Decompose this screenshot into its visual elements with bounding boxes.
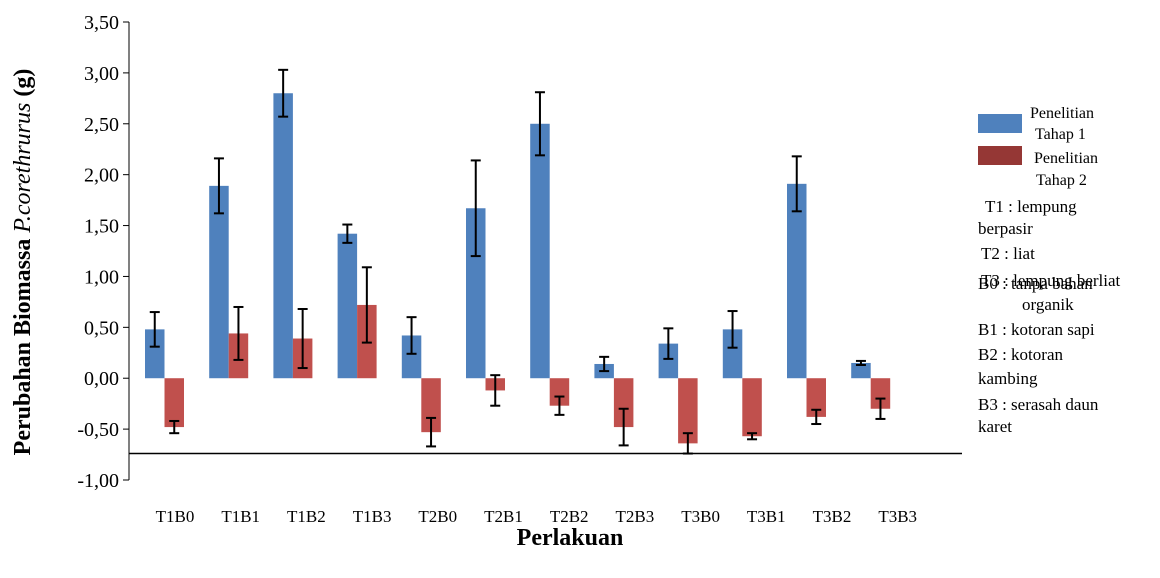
x-category-label: T2B3: [616, 507, 655, 526]
x-category-label: T2B2: [550, 507, 589, 526]
bar-2-t3b3: [870, 378, 891, 409]
error-bar: [361, 266, 372, 344]
axes: [128, 22, 962, 480]
bar-1-t2b0: [401, 335, 422, 379]
bar-2-t3b1: [742, 378, 762, 437]
note-t3: T3 : lempung berliat: [981, 271, 1121, 290]
bar-2-t2b2: [549, 378, 570, 406]
error-bar: [875, 397, 886, 420]
error-bar: [406, 316, 417, 355]
error-bar: [169, 419, 180, 435]
error-bar: [727, 310, 738, 349]
y-ticks: -1,00 -0,50 0,00 0,50 1,00 1,50 2,00 2,50 3,00 3,…: [77, 12, 129, 492]
legend-label-tahap-1: Penelitian: [1030, 105, 1094, 122]
error-bars: [149, 68, 886, 455]
x-category-label: T3B0: [681, 507, 720, 526]
x-axis-title: Perlakuan: [517, 525, 624, 551]
note-b2-cont: kambing: [978, 369, 1038, 388]
bar-2-t2b3: [613, 378, 634, 428]
error-bar: [233, 305, 244, 361]
bar-2-t3b0: [678, 378, 698, 444]
y-tick-label: 0,00: [84, 368, 119, 390]
error-bar: [554, 395, 565, 416]
x-category-label: T1B1: [221, 507, 260, 526]
error-bar: [618, 407, 629, 447]
x-category-label: T2B0: [418, 507, 457, 526]
bar-1-t1b2: [273, 93, 293, 379]
note-t2: T2 : liat: [981, 244, 1035, 263]
note-b3: B3 : serasah daun: [978, 395, 1099, 414]
error-bar: [855, 359, 866, 366]
bar-1-t2b2: [530, 123, 550, 379]
error-bar: [342, 223, 353, 244]
y-tick-label: 1,00: [84, 266, 119, 288]
legend-swatch-tahap-1: [978, 114, 1022, 133]
x-category-label: T1B3: [353, 507, 392, 526]
y-tick-label: 0,50: [84, 317, 119, 339]
x-category-label: T3B2: [813, 507, 852, 526]
error-bar: [747, 432, 758, 441]
note-b0-cont: organik: [1022, 295, 1074, 314]
error-bar: [663, 327, 674, 360]
error-bar: [534, 91, 545, 157]
y-tick-label: 3,00: [84, 63, 119, 85]
y-tick-label: -0,50: [77, 419, 119, 441]
y-tick-label: 2,00: [84, 165, 119, 187]
error-bar: [490, 374, 501, 407]
error-bar: [278, 68, 289, 118]
x-category-label: T3B1: [747, 507, 786, 526]
bar-1-t3b1: [722, 329, 743, 379]
error-bar: [599, 355, 610, 373]
bar-1-t3b3: [851, 362, 871, 379]
bar-2-t1b0: [164, 378, 184, 428]
note-b2: B2 : kotoran: [978, 345, 1063, 364]
x-category-label: T1B2: [287, 507, 326, 526]
note-b0: B0 : tanpa bahan: [978, 274, 1093, 293]
legend-swatch-tahap-2: [978, 146, 1022, 165]
x-category-label: T2B1: [484, 507, 523, 526]
error-bar: [811, 408, 822, 426]
note-b3-cont: karet: [978, 417, 1012, 436]
bar-1-t1b1: [209, 185, 229, 379]
y-tick-label: 3,50: [84, 12, 119, 34]
bar-1-t1b3: [337, 233, 358, 379]
bar-1-t2b1: [466, 208, 486, 379]
y-axis-title: Perubahan Biomassa P.corethrurus (g): [10, 69, 36, 456]
x-category-label: T3B3: [878, 507, 917, 526]
note-t1-cont: berpasir: [978, 219, 1033, 238]
error-bar: [149, 311, 160, 348]
y-tick-label: -1,00: [77, 470, 119, 492]
bars: [145, 93, 891, 444]
error-bar: [791, 155, 802, 213]
error-bar: [297, 308, 308, 370]
x-category-label: T1B0: [156, 507, 195, 526]
note-b1: B1 : kotoran sapi: [978, 320, 1095, 339]
error-bar: [682, 432, 693, 455]
y-tick-label: 2,50: [84, 114, 119, 136]
error-bar: [470, 159, 481, 258]
bar-1-t3b0: [658, 343, 679, 379]
legend-label-tahap-2-line2: Tahap 2: [1036, 172, 1087, 189]
treatment-notes: T1 : lempung berpasir T2 : liat T3 : lem…: [978, 197, 1121, 436]
legend-label-tahap-2: Penelitian: [1034, 150, 1098, 167]
bar-1-t1b0: [145, 329, 165, 379]
error-bar: [213, 157, 224, 215]
bar-1-t3b2: [787, 183, 807, 379]
bar-2-t3b2: [806, 378, 826, 417]
error-bar: [426, 416, 437, 448]
legend-label-tahap-1-line2: Tahap 1: [1035, 126, 1086, 143]
note-t1: T1 : lempung: [985, 197, 1077, 216]
legend: Penelitian Tahap 1 Penelitian Tahap 2: [978, 105, 1098, 189]
x-category-labels: T1B0 T1B1 T1B2 T1B3 T2B0 T2B1 T2B2 T2B3 T3B0 T3B1…: [156, 507, 917, 526]
y-tick-label: 1,50: [84, 216, 119, 238]
